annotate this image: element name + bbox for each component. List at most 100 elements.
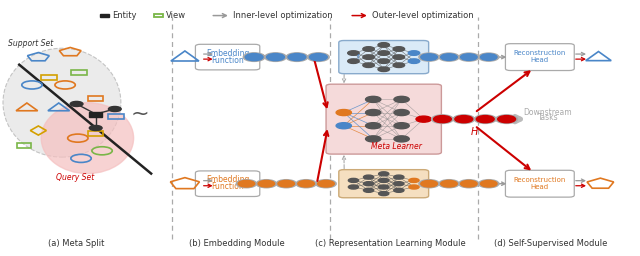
- Circle shape: [243, 53, 265, 61]
- Circle shape: [476, 116, 494, 123]
- Circle shape: [441, 180, 457, 187]
- Circle shape: [394, 188, 404, 192]
- Circle shape: [90, 125, 102, 131]
- Circle shape: [317, 180, 334, 187]
- Circle shape: [393, 55, 404, 59]
- Text: Function: Function: [211, 56, 244, 65]
- Circle shape: [363, 55, 374, 59]
- Circle shape: [441, 54, 457, 60]
- Text: ~: ~: [131, 104, 150, 124]
- Circle shape: [481, 54, 497, 60]
- Circle shape: [378, 43, 390, 47]
- Circle shape: [245, 54, 263, 61]
- Circle shape: [455, 116, 473, 123]
- Text: View: View: [166, 11, 186, 20]
- Circle shape: [394, 96, 409, 102]
- Circle shape: [394, 110, 409, 116]
- FancyBboxPatch shape: [326, 84, 442, 154]
- Text: Query Set: Query Set: [56, 173, 94, 182]
- Circle shape: [363, 63, 374, 68]
- Circle shape: [348, 51, 359, 55]
- Text: Tasks: Tasks: [538, 113, 558, 122]
- Circle shape: [363, 47, 374, 51]
- Circle shape: [453, 115, 475, 123]
- Circle shape: [378, 67, 390, 71]
- Circle shape: [461, 54, 477, 60]
- Circle shape: [365, 96, 381, 102]
- Circle shape: [70, 101, 83, 106]
- FancyBboxPatch shape: [339, 40, 429, 74]
- Text: Outer-level optimization: Outer-level optimization: [372, 11, 474, 20]
- Circle shape: [461, 180, 477, 187]
- Circle shape: [394, 175, 404, 179]
- Text: Reconstruction: Reconstruction: [514, 177, 566, 183]
- Text: Embedding: Embedding: [206, 49, 250, 58]
- Circle shape: [459, 180, 479, 188]
- Circle shape: [393, 63, 404, 68]
- Bar: [88, 96, 103, 101]
- Circle shape: [348, 59, 359, 63]
- Text: Head: Head: [531, 184, 549, 190]
- Circle shape: [409, 178, 419, 183]
- Circle shape: [296, 180, 316, 188]
- Bar: [17, 143, 31, 148]
- Text: (a) Meta Split: (a) Meta Split: [49, 239, 105, 248]
- FancyBboxPatch shape: [506, 170, 574, 197]
- Circle shape: [365, 123, 381, 129]
- Circle shape: [474, 115, 496, 123]
- Ellipse shape: [3, 48, 121, 157]
- Circle shape: [258, 180, 275, 187]
- Circle shape: [394, 123, 409, 129]
- Bar: [90, 112, 102, 116]
- Text: Downstream: Downstream: [524, 108, 572, 117]
- Text: Support Set: Support Set: [8, 39, 53, 48]
- Circle shape: [378, 59, 390, 63]
- Circle shape: [316, 180, 336, 188]
- Circle shape: [416, 116, 431, 122]
- Circle shape: [379, 191, 389, 196]
- Circle shape: [364, 182, 374, 186]
- Circle shape: [459, 53, 479, 61]
- Bar: [41, 74, 57, 80]
- Bar: [154, 14, 163, 17]
- Circle shape: [498, 116, 516, 123]
- Text: Reconstruction: Reconstruction: [514, 50, 566, 56]
- Text: Head: Head: [531, 57, 549, 63]
- Circle shape: [278, 180, 294, 187]
- Circle shape: [108, 106, 121, 112]
- Circle shape: [378, 51, 390, 55]
- Circle shape: [365, 110, 381, 116]
- FancyBboxPatch shape: [195, 44, 260, 70]
- Circle shape: [479, 53, 499, 61]
- Circle shape: [439, 180, 459, 188]
- Circle shape: [336, 123, 351, 129]
- Text: f: f: [357, 54, 360, 60]
- Circle shape: [419, 180, 439, 188]
- Circle shape: [379, 178, 389, 183]
- Circle shape: [431, 115, 453, 123]
- Bar: [100, 14, 109, 17]
- Circle shape: [364, 175, 374, 179]
- Circle shape: [479, 180, 499, 188]
- FancyBboxPatch shape: [506, 44, 574, 70]
- Circle shape: [408, 51, 420, 55]
- FancyBboxPatch shape: [339, 170, 429, 198]
- Text: Embedding: Embedding: [206, 175, 250, 184]
- Circle shape: [238, 180, 255, 187]
- Text: (d) Self-Supervised Module: (d) Self-Supervised Module: [494, 239, 607, 248]
- Circle shape: [298, 180, 314, 187]
- Ellipse shape: [41, 103, 134, 174]
- Circle shape: [481, 180, 497, 187]
- Bar: [108, 114, 124, 119]
- Circle shape: [393, 47, 404, 51]
- Circle shape: [336, 110, 351, 116]
- FancyBboxPatch shape: [195, 171, 260, 197]
- Circle shape: [364, 188, 374, 192]
- Circle shape: [421, 180, 437, 187]
- Text: Entity: Entity: [111, 11, 136, 20]
- Text: Inner-level optimization: Inner-level optimization: [234, 11, 333, 20]
- Circle shape: [348, 178, 358, 183]
- Circle shape: [236, 180, 257, 188]
- Circle shape: [309, 54, 327, 61]
- Text: $\it{H}$: $\it{H}$: [470, 125, 479, 137]
